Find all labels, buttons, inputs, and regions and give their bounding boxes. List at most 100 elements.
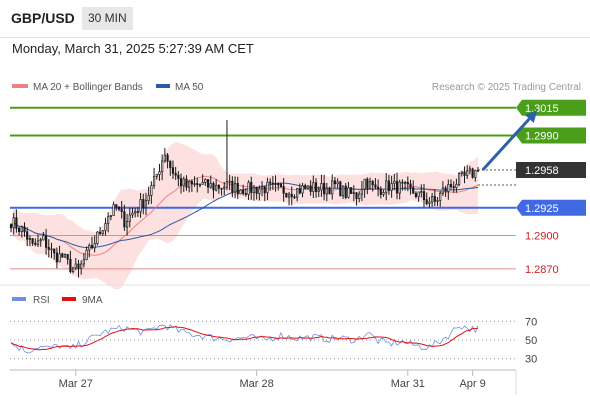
candle-body (150, 185, 153, 196)
candle-body (331, 180, 334, 195)
candle-body (304, 185, 307, 190)
candle-body (466, 170, 469, 176)
candle-body (63, 254, 67, 258)
candle-body (53, 248, 56, 254)
candle-body (69, 258, 72, 273)
candle-body (198, 184, 202, 186)
candle-body (414, 192, 418, 198)
candle-body (395, 180, 399, 194)
candle-body (34, 242, 37, 245)
candle-body (93, 243, 96, 249)
candle-body (468, 168, 471, 172)
candle-body (88, 245, 91, 251)
candle-body (233, 182, 237, 193)
candle-body (82, 259, 85, 265)
candle-body (350, 187, 353, 194)
candle-body (471, 168, 474, 178)
candle-body (377, 186, 380, 190)
forecast-arrow (481, 110, 538, 172)
candle-body (152, 176, 156, 186)
candle-body (271, 182, 274, 185)
candle-body (90, 245, 94, 249)
candle-body (77, 263, 80, 269)
candle-body (260, 186, 264, 190)
candle-body (366, 178, 369, 189)
candle-body (139, 199, 142, 213)
bollinger-band-layer (11, 141, 478, 290)
candle-body (196, 183, 199, 186)
candle-body (393, 180, 396, 184)
candle-body (101, 230, 104, 234)
candle-body (266, 181, 269, 194)
candle-body (71, 267, 75, 273)
candle-body (18, 228, 21, 232)
candle-body (147, 195, 150, 202)
current-price-label: 1.2958 (525, 165, 559, 177)
candle-body (398, 181, 401, 194)
candle-body (447, 184, 450, 192)
symbol-title: GBP/USD (11, 10, 75, 26)
level-box-1.2990 (516, 127, 586, 144)
candle-body (252, 186, 256, 193)
candle-body (285, 192, 288, 198)
candle-body (80, 263, 83, 269)
candle-body (371, 181, 374, 186)
candle-body (255, 186, 258, 194)
x-tick-label: Mar 28 (240, 378, 274, 390)
candle-body (417, 191, 420, 198)
candle-body (325, 187, 328, 195)
candle-body (439, 192, 442, 201)
candle-body (441, 187, 444, 194)
candle-body (239, 189, 242, 195)
timeframe-badge[interactable]: 30 MIN (82, 7, 133, 30)
candle-body (309, 185, 312, 192)
candle-body (182, 178, 185, 187)
candle-body (412, 187, 415, 194)
candlestick-layer (9, 120, 480, 278)
candle-body (142, 199, 145, 209)
candle-body (185, 178, 188, 188)
candle-body (287, 193, 291, 198)
candle-body (385, 180, 388, 193)
candle-body (228, 180, 231, 183)
candle-body (360, 188, 364, 195)
copyright-text: Research © 2025 Trading Central (432, 82, 581, 93)
x-axis-ticks: Mar 27 Mar 28 Mar 31 Apr 9 (59, 370, 486, 390)
candle-body (444, 187, 447, 192)
candle-body (458, 173, 461, 185)
candle-body (433, 195, 436, 202)
candle-body (115, 204, 118, 208)
candle-body (47, 246, 50, 250)
forecast-arrow-head (524, 110, 538, 123)
candle-body (374, 184, 377, 188)
candle-body (42, 235, 45, 241)
candle-body (463, 171, 466, 176)
candle-body (298, 188, 301, 194)
candle-body (158, 171, 161, 175)
rsi-tick-50: 50 (525, 335, 537, 347)
candle-body (98, 231, 102, 234)
candle-body (204, 179, 207, 183)
candle-body (12, 217, 15, 229)
candle-body (333, 180, 337, 185)
candle-body (312, 182, 315, 192)
candle-body (263, 186, 266, 194)
candle-body (363, 178, 366, 190)
candle-body (188, 181, 191, 188)
candle-body (422, 191, 426, 201)
candle-body (274, 183, 277, 185)
candle-body (107, 216, 110, 224)
level-box-1.2925 (516, 199, 586, 216)
rsi-tick-30: 30 (525, 354, 537, 366)
candle-body (455, 184, 458, 189)
rsi-legend-swatch (12, 297, 26, 301)
candle-body (112, 204, 115, 217)
ma20-legend-swatch (12, 84, 28, 88)
candle-body (328, 187, 331, 195)
candle-body (31, 238, 34, 244)
rsi-ma-line (10, 326, 479, 351)
candle-body (144, 200, 148, 209)
candle-body (20, 226, 23, 232)
candle-body (217, 184, 220, 189)
